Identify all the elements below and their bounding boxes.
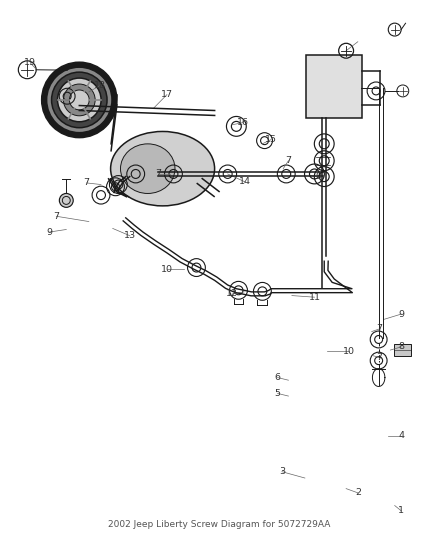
Text: 3: 3 xyxy=(279,467,285,476)
Text: 15: 15 xyxy=(265,135,277,144)
Text: 18: 18 xyxy=(94,81,106,90)
Text: 7: 7 xyxy=(53,212,59,221)
Text: 17: 17 xyxy=(161,90,173,99)
Text: 1: 1 xyxy=(398,506,404,515)
Text: 9: 9 xyxy=(398,310,404,319)
Ellipse shape xyxy=(120,144,175,193)
Circle shape xyxy=(69,90,89,110)
Circle shape xyxy=(60,193,73,207)
Text: 14: 14 xyxy=(239,177,251,187)
Text: 7: 7 xyxy=(286,156,291,165)
Text: 19: 19 xyxy=(24,59,36,67)
Text: 10: 10 xyxy=(161,265,173,273)
Text: 7: 7 xyxy=(377,353,382,362)
Text: 5: 5 xyxy=(275,389,281,398)
Text: 9: 9 xyxy=(316,172,322,181)
Ellipse shape xyxy=(111,132,215,206)
Text: 12: 12 xyxy=(226,289,238,298)
Text: 9: 9 xyxy=(46,228,52,237)
Circle shape xyxy=(42,62,117,138)
Text: 16: 16 xyxy=(237,118,249,127)
Text: 8: 8 xyxy=(398,342,404,351)
Text: 13: 13 xyxy=(124,231,136,240)
Text: 11: 11 xyxy=(308,293,321,302)
Text: 2: 2 xyxy=(355,488,361,497)
Bar xyxy=(306,55,362,118)
Bar xyxy=(393,344,411,356)
Text: 7: 7 xyxy=(84,179,90,188)
Text: 10: 10 xyxy=(343,346,355,356)
Circle shape xyxy=(52,72,107,128)
Circle shape xyxy=(57,78,101,122)
Text: 6: 6 xyxy=(275,373,281,382)
Text: 7: 7 xyxy=(377,325,382,334)
Text: 2002 Jeep Liberty Screw Diagram for 5072729AA: 2002 Jeep Liberty Screw Diagram for 5072… xyxy=(108,520,330,529)
Circle shape xyxy=(64,84,95,116)
Text: 4: 4 xyxy=(398,431,404,440)
Text: 7: 7 xyxy=(155,169,161,179)
Circle shape xyxy=(46,67,112,133)
